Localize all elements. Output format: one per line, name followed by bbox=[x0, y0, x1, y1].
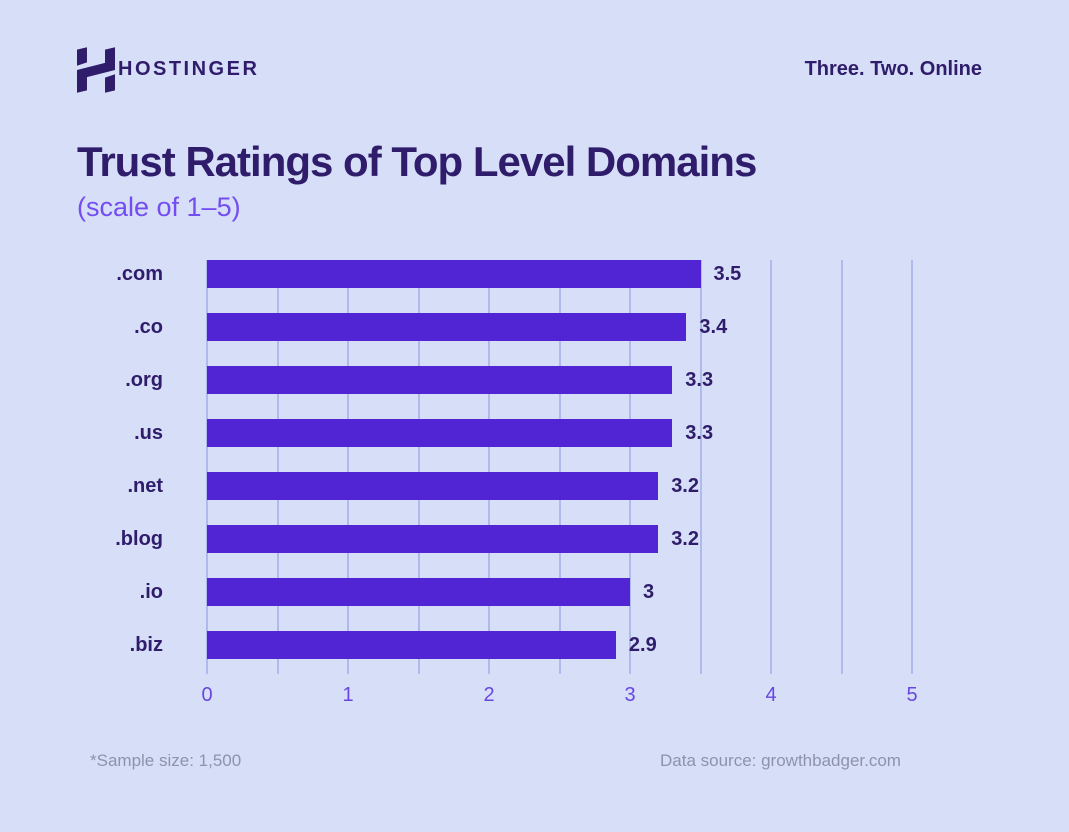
bar bbox=[207, 419, 673, 447]
chart-title: Trust Ratings of Top Level Domains bbox=[77, 138, 757, 185]
data-source-note: Data source: growthbadger.com bbox=[660, 751, 901, 770]
bar bbox=[207, 472, 659, 500]
category-label: .us bbox=[134, 422, 163, 444]
gridline bbox=[911, 260, 913, 674]
x-axis-tick: 4 bbox=[765, 684, 777, 706]
bar bbox=[207, 366, 673, 394]
gridline bbox=[276, 260, 279, 674]
value-label: 3.2 bbox=[671, 475, 699, 497]
value-label: 3.2 bbox=[671, 528, 699, 550]
hostinger-logo-icon bbox=[77, 47, 115, 93]
value-label: 3.3 bbox=[685, 369, 714, 391]
bar bbox=[207, 578, 630, 606]
gridline bbox=[770, 260, 772, 674]
gridline bbox=[347, 260, 349, 674]
brand-wordmark: HOSTINGER bbox=[118, 58, 260, 80]
gridline bbox=[558, 260, 561, 674]
x-axis-tick: 2 bbox=[483, 684, 495, 706]
x-axis-tick: 3 bbox=[624, 684, 636, 706]
gridline bbox=[417, 260, 420, 674]
value-label: 3.3 bbox=[685, 422, 714, 444]
category-label: .net bbox=[127, 475, 163, 497]
gridline bbox=[206, 260, 208, 674]
category-label: .blog bbox=[115, 528, 163, 550]
category-label: .co bbox=[134, 316, 163, 338]
gridline bbox=[840, 260, 843, 674]
category-label: .io bbox=[139, 581, 163, 603]
x-axis-tick: 0 bbox=[201, 684, 213, 706]
category-label: .org bbox=[125, 369, 163, 391]
value-label: 3 bbox=[643, 581, 655, 603]
gridline bbox=[629, 260, 631, 674]
category-label: .com bbox=[116, 263, 163, 285]
gridline bbox=[699, 260, 702, 674]
bar bbox=[207, 260, 701, 288]
x-axis-tick: 5 bbox=[906, 684, 918, 706]
value-label: 3.4 bbox=[699, 316, 728, 338]
value-label: 2.9 bbox=[628, 634, 657, 656]
gridline bbox=[488, 260, 490, 674]
bar bbox=[207, 525, 659, 553]
chart-subtitle: (scale of 1–5) bbox=[77, 192, 241, 222]
bar bbox=[207, 313, 687, 341]
x-axis-tick: 1 bbox=[342, 684, 354, 706]
bar bbox=[207, 631, 616, 659]
category-label: .biz bbox=[129, 634, 163, 656]
sample-size-note: *Sample size: 1,500 bbox=[90, 751, 242, 770]
brand-tagline: Three. Two. Online bbox=[804, 58, 982, 80]
value-label: 3.5 bbox=[713, 263, 742, 285]
